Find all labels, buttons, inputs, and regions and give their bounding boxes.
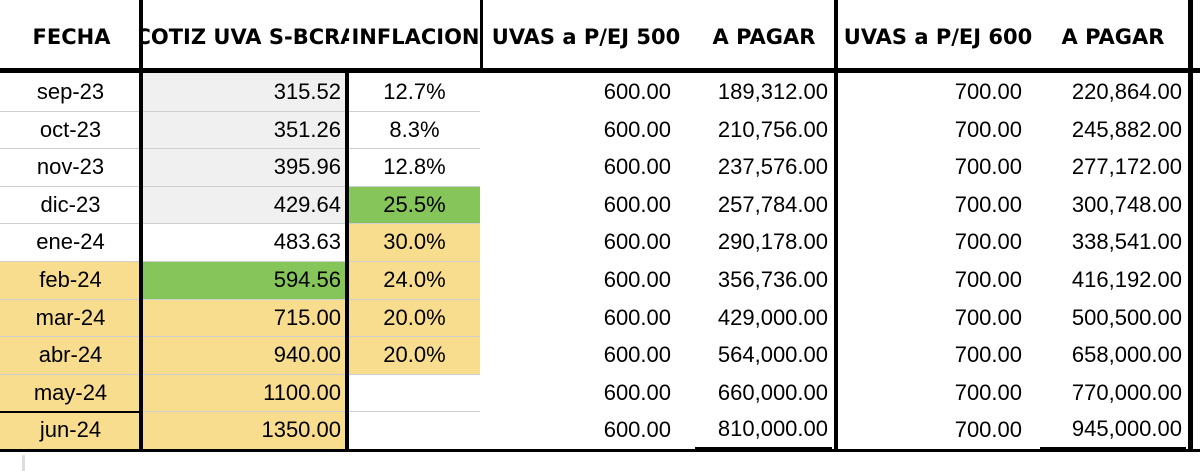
cell-a-pagar-2[interactable]: 945,000.00	[1040, 411, 1186, 449]
header-bottom-border	[0, 68, 1200, 73]
grid-line	[0, 261, 480, 262]
cell-a-pagar-1[interactable]: 429,000.00	[717, 304, 828, 330]
cell-a-pagar-2[interactable]: 416,192.00	[1071, 267, 1182, 292]
cell-inflacion[interactable]: 24.0%	[349, 261, 480, 299]
cell-cotiz[interactable]: 483.63	[273, 229, 341, 254]
cell-uvas-500[interactable]: 600.00	[603, 191, 671, 217]
header-fecha[interactable]: FECHA	[32, 25, 111, 49]
cell-a-pagar-1[interactable]: 660,000.00	[717, 379, 828, 405]
cell-fecha[interactable]: feb-24	[0, 261, 141, 299]
cell-inflacion[interactable]: 20.0%	[349, 336, 480, 374]
cell-inflacion[interactable]: 12.8%	[383, 154, 446, 179]
cell-cotiz[interactable]: 1350.00	[143, 411, 345, 449]
header-cotiz[interactable]: COTIZ UVA S-BCRA	[143, 25, 349, 49]
cell-a-pagar-2[interactable]: 300,748.00	[1071, 191, 1182, 217]
table-bottom-border	[0, 449, 1200, 452]
cell-uvas-500[interactable]: 600.00	[603, 154, 671, 179]
col-border-end	[1188, 0, 1193, 450]
cell-a-pagar-2[interactable]: 658,000.00	[1071, 342, 1182, 367]
header-a-pagar-1[interactable]: A PAGAR	[712, 25, 816, 49]
cell-a-pagar-2[interactable]: 500,500.00	[1071, 304, 1182, 330]
cell-uvas-600[interactable]: 700.00	[954, 229, 1022, 254]
cell-cotiz[interactable]: 395.96	[143, 148, 345, 186]
cell-uvas-500[interactable]: 600.00	[603, 79, 671, 104]
col-border-inflacion	[480, 0, 483, 69]
cell-a-pagar-2[interactable]: 220,864.00	[1071, 79, 1182, 104]
cell-a-pagar-1[interactable]: 257,784.00	[717, 191, 828, 217]
grid-line	[0, 186, 480, 187]
cell-cotiz[interactable]: 940.00	[143, 336, 345, 374]
cell-fecha[interactable]: ene-24	[36, 229, 105, 254]
cell-fecha[interactable]: oct-23	[39, 116, 102, 142]
grid-line	[0, 148, 480, 149]
cell-a-pagar-2[interactable]: 338,541.00	[1071, 229, 1182, 254]
grid-line	[0, 223, 480, 224]
cell-inflacion[interactable]: 30.0%	[349, 223, 480, 261]
cell-inflacion[interactable]: 20.0%	[349, 299, 480, 336]
cell-fecha[interactable]: jun-24	[0, 411, 141, 449]
cell-inflacion[interactable]: 8.3%	[389, 116, 440, 142]
cell-inflacion[interactable]	[349, 411, 480, 449]
cell-a-pagar-2[interactable]: 277,172.00	[1071, 154, 1182, 179]
cell-fecha[interactable]: dic-23	[40, 191, 101, 217]
cell-cotiz[interactable]: 1100.00	[143, 374, 345, 411]
cell-uvas-600[interactable]: 700.00	[954, 79, 1022, 104]
cell-uvas-500[interactable]: 600.00	[603, 267, 671, 292]
cell-a-pagar-2[interactable]: 245,882.00	[1071, 116, 1182, 142]
cell-fecha[interactable]: nov-23	[36, 154, 105, 179]
cell-fecha[interactable]: abr-24	[0, 336, 141, 374]
cell-inflacion[interactable]	[349, 374, 480, 411]
grid-line	[0, 374, 480, 375]
cell-fecha[interactable]: sep-23	[36, 79, 105, 104]
cell-uvas-600[interactable]: 700.00	[954, 342, 1022, 367]
cell-a-pagar-1[interactable]: 290,178.00	[717, 229, 828, 254]
cell-uvas-600[interactable]: 700.00	[954, 116, 1022, 142]
cell-uvas-600[interactable]: 700.00	[954, 191, 1022, 217]
cell-a-pagar-1[interactable]: 564,000.00	[717, 342, 828, 367]
row-separator	[0, 411, 143, 413]
cell-uvas-600[interactable]: 700.00	[954, 379, 1022, 405]
cell-uvas-600[interactable]: 700.00	[954, 304, 1022, 330]
header-inflacion[interactable]: INFLACION	[351, 25, 480, 49]
cell-uvas-500[interactable]: 600.00	[603, 304, 671, 330]
cell-a-pagar-2[interactable]: 770,000.00	[1071, 379, 1182, 405]
cell-fecha[interactable]: mar-24	[0, 299, 141, 336]
header-a-pagar-2[interactable]: A PAGAR	[1061, 25, 1165, 49]
cell-cotiz[interactable]: 594.56	[143, 261, 345, 299]
cell-inflacion[interactable]: 12.7%	[383, 79, 446, 104]
cell-uvas-600[interactable]: 700.00	[954, 417, 1022, 442]
cell-cotiz[interactable]: 315.52	[143, 73, 345, 111]
grid-line	[0, 299, 480, 300]
cell-uvas-600[interactable]: 700.00	[954, 154, 1022, 179]
header-uvas-600[interactable]: UVAS a P/EJ 600	[843, 25, 1033, 49]
cell-a-pagar-1[interactable]: 810,000.00	[695, 411, 832, 449]
grid-line	[0, 336, 480, 337]
col-border-cotiz	[345, 72, 349, 450]
cell-uvas-500[interactable]: 600.00	[603, 379, 671, 405]
cell-fecha[interactable]: may-24	[0, 374, 141, 411]
col-border-fecha	[139, 0, 143, 450]
cell-inflacion[interactable]: 25.5%	[349, 186, 480, 223]
scroll-edge	[22, 455, 25, 471]
cell-cotiz[interactable]: 351.26	[143, 111, 345, 148]
cell-uvas-500[interactable]: 600.00	[603, 417, 671, 442]
cell-a-pagar-1[interactable]: 210,756.00	[717, 116, 828, 142]
grid-line	[0, 411, 480, 412]
grid-line	[0, 111, 480, 112]
cell-uvas-500[interactable]: 600.00	[603, 229, 671, 254]
cell-cotiz[interactable]: 715.00	[143, 299, 345, 336]
cell-uvas-500[interactable]: 600.00	[603, 116, 671, 142]
header-uvas-500[interactable]: UVAS a P/EJ 500	[491, 25, 681, 49]
cell-cotiz[interactable]: 429.64	[143, 186, 345, 223]
cell-uvas-500[interactable]: 600.00	[603, 342, 671, 367]
cell-a-pagar-1[interactable]: 189,312.00	[717, 79, 828, 104]
cell-uvas-600[interactable]: 700.00	[954, 267, 1022, 292]
cell-a-pagar-1[interactable]: 356,736.00	[717, 267, 828, 292]
cell-a-pagar-1[interactable]: 237,576.00	[717, 154, 828, 179]
col-border-pagar1	[834, 0, 838, 450]
